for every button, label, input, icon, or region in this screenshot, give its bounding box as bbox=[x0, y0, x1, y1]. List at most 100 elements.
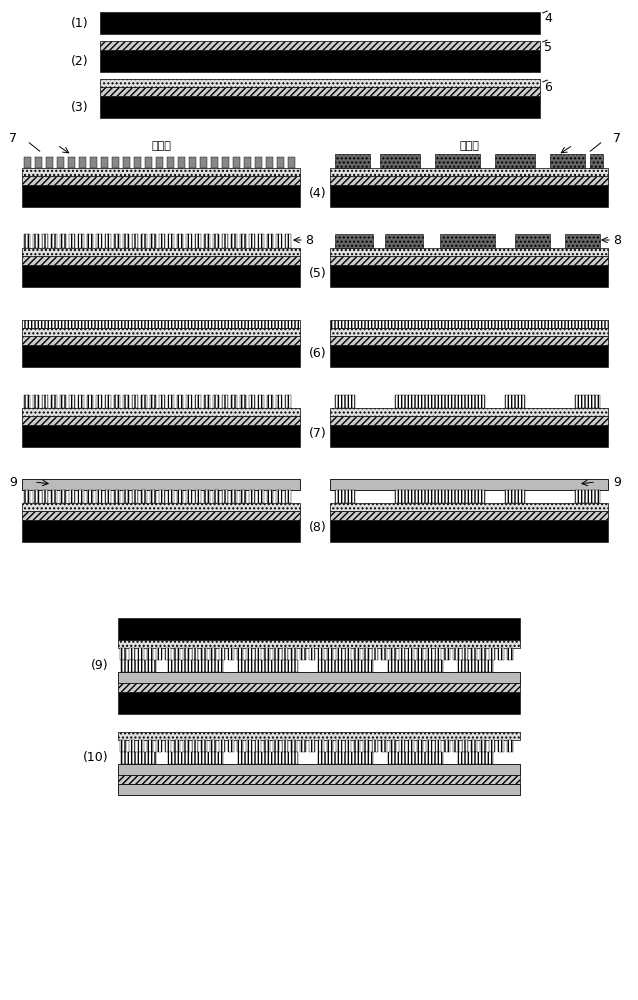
Bar bbox=[123, 157, 130, 168]
Bar bbox=[458, 752, 493, 764]
Bar bbox=[222, 157, 229, 168]
Bar bbox=[372, 740, 378, 752]
Bar bbox=[204, 395, 210, 408]
Bar bbox=[112, 157, 119, 168]
Bar bbox=[51, 490, 57, 503]
Bar bbox=[156, 740, 162, 752]
Bar bbox=[22, 176, 300, 185]
Bar bbox=[354, 648, 360, 660]
Bar bbox=[240, 234, 246, 248]
Bar bbox=[222, 234, 228, 248]
Bar bbox=[183, 740, 189, 752]
Bar bbox=[318, 740, 324, 752]
Text: (3): (3) bbox=[70, 101, 88, 113]
Bar bbox=[22, 425, 300, 447]
Bar bbox=[159, 234, 165, 248]
Bar bbox=[22, 479, 300, 490]
Bar bbox=[134, 157, 141, 168]
Bar bbox=[33, 395, 39, 408]
Bar bbox=[165, 740, 171, 752]
Bar bbox=[258, 234, 264, 248]
Bar bbox=[132, 234, 138, 248]
Bar bbox=[22, 336, 300, 345]
Bar bbox=[462, 740, 468, 752]
Bar bbox=[22, 185, 300, 207]
Bar bbox=[288, 157, 295, 168]
Bar bbox=[267, 395, 273, 408]
Bar bbox=[42, 234, 48, 248]
Bar bbox=[204, 234, 210, 248]
Bar bbox=[498, 648, 504, 660]
Bar bbox=[24, 490, 30, 503]
Bar bbox=[330, 168, 608, 176]
Bar bbox=[150, 490, 156, 503]
Bar bbox=[168, 752, 223, 764]
Bar bbox=[273, 740, 279, 752]
Bar bbox=[51, 234, 57, 248]
Bar bbox=[471, 740, 477, 752]
Bar bbox=[186, 395, 192, 408]
Text: (9): (9) bbox=[91, 660, 108, 672]
Bar bbox=[291, 740, 297, 752]
Bar bbox=[156, 648, 162, 660]
Bar bbox=[505, 395, 525, 408]
Bar bbox=[118, 683, 520, 692]
Text: (10): (10) bbox=[82, 752, 108, 764]
Bar bbox=[132, 395, 138, 408]
Bar bbox=[426, 740, 432, 752]
Bar bbox=[69, 234, 75, 248]
Bar bbox=[228, 648, 234, 660]
Bar bbox=[462, 648, 468, 660]
Bar bbox=[22, 408, 300, 416]
Bar bbox=[507, 648, 513, 660]
Bar bbox=[167, 157, 174, 168]
Bar bbox=[195, 490, 201, 503]
Bar bbox=[78, 395, 84, 408]
Text: (7): (7) bbox=[309, 426, 327, 440]
Bar bbox=[237, 648, 243, 660]
Bar bbox=[330, 248, 608, 256]
Bar bbox=[22, 511, 300, 520]
Bar bbox=[100, 12, 540, 34]
Bar bbox=[192, 740, 198, 752]
Bar bbox=[213, 395, 219, 408]
Bar bbox=[489, 648, 495, 660]
Bar bbox=[276, 490, 282, 503]
Bar bbox=[330, 416, 608, 425]
Text: 6: 6 bbox=[544, 81, 552, 94]
Bar bbox=[118, 732, 520, 740]
Bar bbox=[231, 395, 237, 408]
Bar bbox=[141, 395, 147, 408]
Text: 4: 4 bbox=[544, 12, 552, 25]
Bar bbox=[327, 740, 333, 752]
Bar bbox=[390, 648, 396, 660]
Bar bbox=[330, 479, 608, 490]
Bar bbox=[330, 408, 608, 416]
Bar bbox=[381, 648, 387, 660]
Bar bbox=[123, 490, 129, 503]
Bar bbox=[100, 96, 540, 118]
Bar bbox=[435, 648, 441, 660]
Bar bbox=[233, 157, 240, 168]
Bar bbox=[174, 648, 180, 660]
Bar bbox=[219, 648, 225, 660]
Text: (1): (1) bbox=[70, 16, 88, 29]
Bar bbox=[330, 328, 608, 336]
Bar bbox=[238, 660, 298, 672]
Bar bbox=[159, 490, 165, 503]
Bar bbox=[300, 648, 306, 660]
Text: 7: 7 bbox=[9, 131, 17, 144]
Bar bbox=[318, 648, 324, 660]
Bar bbox=[195, 395, 201, 408]
Bar bbox=[249, 490, 255, 503]
Bar bbox=[22, 503, 300, 511]
Bar bbox=[114, 395, 120, 408]
Bar bbox=[336, 740, 342, 752]
Bar bbox=[168, 660, 223, 672]
Bar bbox=[147, 648, 153, 660]
Bar bbox=[399, 648, 405, 660]
Bar bbox=[121, 752, 156, 764]
Bar bbox=[505, 490, 525, 503]
Bar bbox=[101, 157, 108, 168]
Bar bbox=[141, 490, 147, 503]
